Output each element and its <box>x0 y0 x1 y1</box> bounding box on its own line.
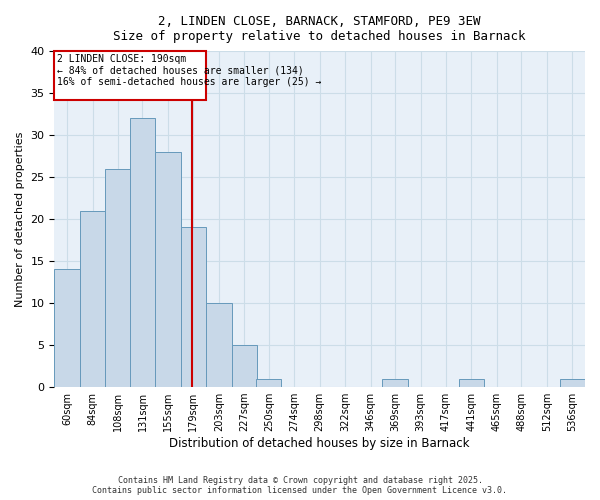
X-axis label: Distribution of detached houses by size in Barnack: Distribution of detached houses by size … <box>169 437 470 450</box>
Bar <box>80 210 106 387</box>
Text: Contains HM Land Registry data © Crown copyright and database right 2025.
Contai: Contains HM Land Registry data © Crown c… <box>92 476 508 495</box>
Bar <box>560 378 585 387</box>
Bar <box>181 228 206 387</box>
Title: 2, LINDEN CLOSE, BARNACK, STAMFORD, PE9 3EW
Size of property relative to detache: 2, LINDEN CLOSE, BARNACK, STAMFORD, PE9 … <box>113 15 526 43</box>
Y-axis label: Number of detached properties: Number of detached properties <box>15 132 25 307</box>
Text: 2 LINDEN CLOSE: 190sqm
← 84% of detached houses are smaller (134)
16% of semi-de: 2 LINDEN CLOSE: 190sqm ← 84% of detached… <box>56 54 321 87</box>
Bar <box>256 378 281 387</box>
Bar <box>206 303 232 387</box>
Bar <box>382 378 408 387</box>
Bar <box>130 118 155 387</box>
Bar <box>459 378 484 387</box>
FancyBboxPatch shape <box>55 51 206 100</box>
Bar <box>106 168 131 387</box>
Bar <box>55 270 80 387</box>
Bar <box>155 152 181 387</box>
Bar <box>232 345 257 387</box>
